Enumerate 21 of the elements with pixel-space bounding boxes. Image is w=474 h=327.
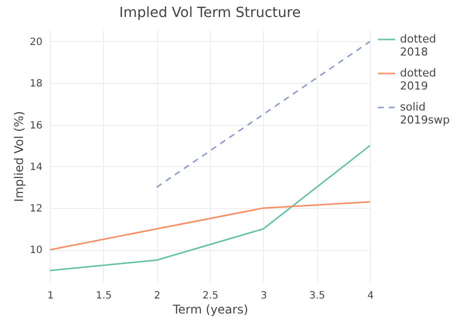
y-tick-label: 16 bbox=[30, 120, 42, 132]
y-tick-label: 14 bbox=[30, 162, 42, 173]
line-series bbox=[49, 144, 371, 272]
line-series bbox=[49, 201, 371, 250]
legend-label: dotted 2018 bbox=[400, 32, 436, 58]
legend-label: dotted 2019 bbox=[400, 66, 436, 92]
x-tick-label: 3.5 bbox=[309, 290, 326, 302]
y-tick-label: 12 bbox=[30, 204, 42, 215]
x-tick-label: 1.5 bbox=[96, 290, 112, 302]
x-tick-label: 3 bbox=[260, 290, 268, 302]
x-tick-label: 2 bbox=[154, 290, 160, 302]
legend-label: solid 2019swp bbox=[400, 100, 450, 126]
x-axis-title: Term (years) bbox=[172, 302, 248, 316]
y-tick-label: 10 bbox=[30, 245, 42, 256]
x-tick-label: 1 bbox=[47, 290, 54, 302]
y-tick-label: 18 bbox=[30, 78, 42, 90]
y-tick-label: 20 bbox=[30, 36, 42, 48]
x-tick-label: 4 bbox=[367, 290, 374, 302]
y-axis-title: Implied Vol (%) bbox=[12, 111, 26, 202]
x-tick-label: 2.5 bbox=[202, 290, 218, 302]
chart-title: Impled Vol Term Structure bbox=[119, 5, 301, 21]
